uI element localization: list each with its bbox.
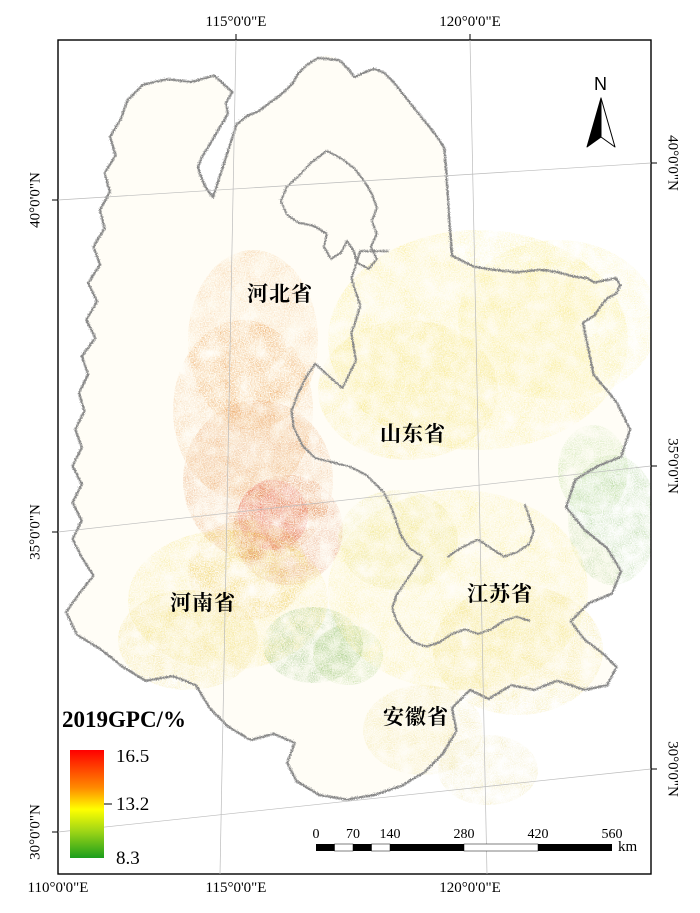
svg-text:140: 140 — [380, 827, 401, 842]
svg-text:13.2: 13.2 — [116, 794, 149, 815]
svg-text:km: km — [618, 839, 638, 855]
svg-text:16.5: 16.5 — [116, 750, 149, 767]
svg-text:70: 70 — [346, 827, 360, 842]
svg-text:280: 280 — [454, 827, 475, 842]
svg-text:420: 420 — [528, 827, 549, 842]
svg-text:8.3: 8.3 — [116, 848, 140, 869]
svg-text:0: 0 — [313, 827, 320, 842]
svg-text:N: N — [594, 75, 607, 94]
